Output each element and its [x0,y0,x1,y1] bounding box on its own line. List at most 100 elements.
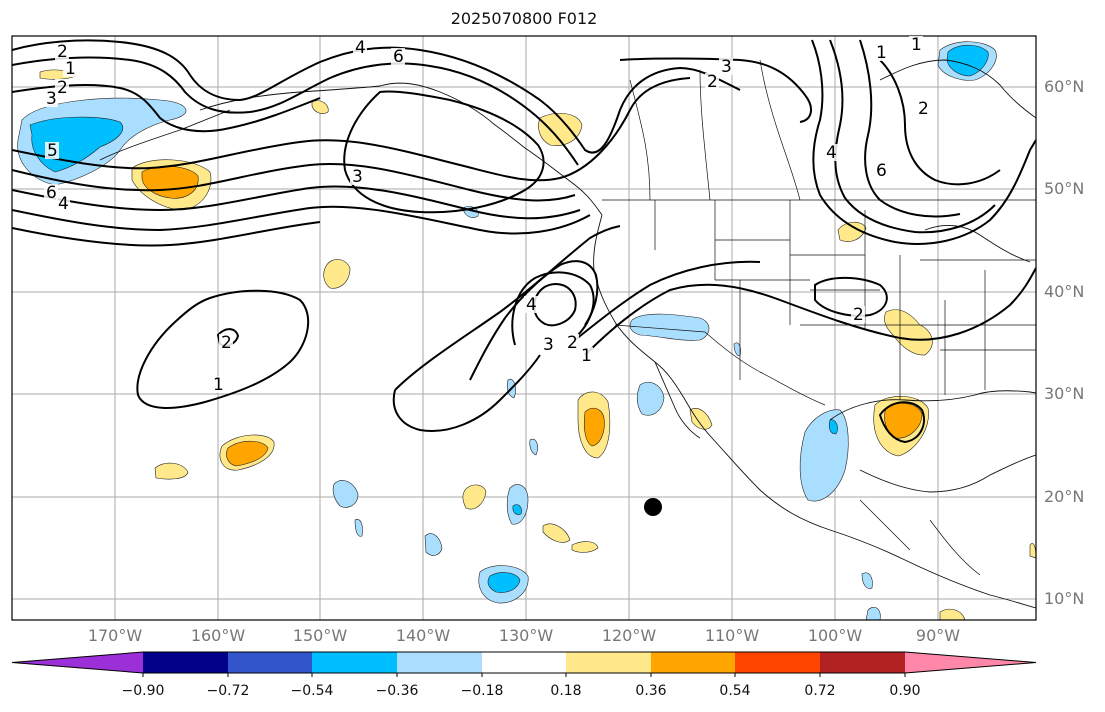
contour-label-bg [219,334,233,351]
lon-label-130w: 130°W [498,626,554,645]
contour-line [814,276,888,317]
colorbar-segment [228,652,312,673]
shade-blue-light [861,572,873,589]
lat-label-30n: 30°N [1044,384,1085,403]
contour-label-bg [44,90,58,107]
shade-orange [583,407,605,447]
contour-line [343,90,545,214]
lon-label-170w: 170°W [87,626,143,645]
contour-label: 4 [526,295,537,315]
contour-line [12,221,321,247]
contour-label: 6 [46,183,57,203]
contour-label: 6 [393,47,404,67]
contour-label: 2 [918,99,929,119]
contour-label: 3 [721,57,732,77]
shade-orange [884,402,923,439]
contour-label-bg [211,376,225,393]
colorbar-segment [312,652,397,673]
colorbar-segment [905,652,1036,673]
contour-line [859,39,961,218]
contour-line [12,77,691,182]
contour-line [829,39,996,234]
contour-label: 2 [707,72,718,92]
contour-label: 4 [355,38,366,58]
shade-blue-light [865,607,881,620]
shade-yellow [538,112,583,146]
contour-line [12,84,321,133]
contour-label: 2 [853,305,864,325]
shade-yellow [311,100,329,114]
contour-line [511,271,595,346]
lon-label-90w: 90°W [915,626,961,645]
shade-yellow [939,608,966,620]
contour-label: 5 [47,141,58,161]
shade-blue-light [629,313,710,341]
contour-line [878,401,925,444]
lat-label-60n: 60°N [1044,77,1085,96]
lat-label-50n: 50°N [1044,179,1085,198]
contour-label: 2 [221,333,232,353]
lon-label-150w: 150°W [292,626,348,645]
contour-label-bg [851,306,865,323]
contour-label-bg [350,168,364,185]
colorbar-tick-label: −0.36 [375,683,419,699]
contour-label: 3 [46,89,57,109]
shade-yellow [154,462,189,480]
lat-label-10n: 10°N [1044,589,1085,608]
contour-label-bg [63,60,77,77]
contour-label: 6 [876,161,887,181]
aleutian-chain [99,109,231,161]
colorbar-segment [820,652,905,673]
contour-line [811,39,1036,245]
shade-blue-light [424,533,443,556]
shade-yellow [689,408,713,430]
shade-yellow [1029,543,1036,559]
contour-label-bg [719,58,733,75]
contour-line [533,282,577,327]
shade-blue-light [354,519,363,537]
lat-label-20n: 20°N [1044,487,1085,506]
colorbar-tick-label: 0.54 [719,683,751,699]
shade-yellow [571,541,599,553]
contour-label-bg [55,43,69,60]
contour-line [619,57,812,123]
colorbar-tick-label: −0.54 [290,683,334,699]
shade-blue-light [636,381,665,416]
contour-label-bg [824,144,838,161]
colorbar-tick-label: 0.36 [635,683,667,699]
colorbar-tick-label: 0.72 [804,683,836,699]
contour-label: 1 [876,43,887,63]
colorbar-segment [651,652,735,673]
shade-yellow [462,484,487,510]
lon-label-140w: 140°W [395,626,451,645]
shade-blue-light [332,480,359,508]
shade-orange [226,440,269,467]
colorbar-segment [397,652,482,673]
contour-label-bg [874,162,888,179]
lat-label-40n: 40°N [1044,282,1085,301]
shade-yellow [323,259,351,289]
contour-label: 3 [352,167,363,187]
colorbar-tick-label: −0.90 [121,683,165,699]
baja-california [654,361,701,439]
contour-label: 1 [213,375,224,395]
map-background [12,36,1036,620]
contour-label: 1 [911,35,922,55]
lon-label-100w: 100°W [807,626,863,645]
contour-label: 2 [57,42,68,62]
contour-label-bg [541,336,555,353]
colorbar-segment [735,652,820,673]
great-lakes [924,224,1031,263]
map-title: 2025070800 F012 [450,9,598,28]
political-borders [602,59,1036,576]
contour-label-bg [565,334,579,351]
contour-line [12,205,591,235]
lon-label-120w: 120°W [601,626,657,645]
contour-line [136,289,310,409]
shade-blue [487,572,521,593]
shade-blue [946,44,989,77]
colorbar-segment [12,652,143,673]
